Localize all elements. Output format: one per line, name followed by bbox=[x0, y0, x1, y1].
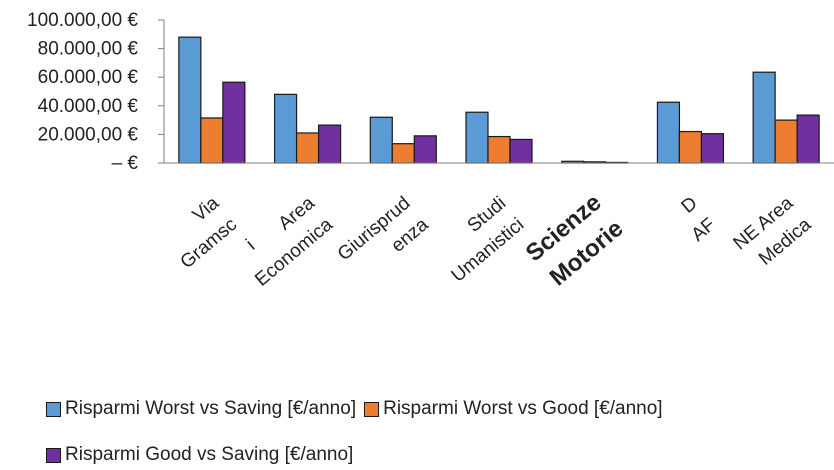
bar bbox=[273, 93, 298, 164]
x-tick-label: ScienzeMotorie bbox=[521, 189, 629, 293]
y-tick-label: – € bbox=[112, 153, 139, 174]
legend-swatch bbox=[46, 447, 61, 463]
bar bbox=[369, 116, 393, 164]
bar bbox=[178, 36, 202, 164]
bar bbox=[295, 132, 320, 164]
bar bbox=[317, 124, 342, 164]
legend-item-good-vs-saving: Risparmi Good vs Saving [€/anno] bbox=[46, 444, 353, 466]
bar bbox=[774, 119, 798, 164]
bar bbox=[487, 135, 511, 164]
x-tick-label: DAF bbox=[670, 193, 720, 246]
x-tick-label: ViaGramsci bbox=[159, 192, 260, 294]
bars bbox=[178, 36, 820, 164]
bar bbox=[391, 143, 415, 164]
bar bbox=[413, 135, 437, 164]
legend-item-worst-vs-saving: Risparmi Worst vs Saving [€/anno] bbox=[46, 398, 356, 420]
y-tick-label: 40.000,00 € bbox=[38, 96, 139, 117]
legend-swatch bbox=[46, 401, 61, 417]
bar bbox=[222, 81, 246, 164]
bar bbox=[700, 133, 725, 164]
x-tick-label: Giurisprudenza bbox=[334, 192, 433, 286]
bar bbox=[656, 101, 681, 164]
legend-row-1: Risparmi Worst vs Saving [€/anno] Rispar… bbox=[46, 398, 671, 420]
y-tick-label: 20.000,00 € bbox=[38, 124, 139, 145]
legend-swatch bbox=[364, 401, 380, 417]
legend-label: Risparmi Worst vs Good [€/anno] bbox=[383, 398, 663, 419]
bar bbox=[200, 117, 224, 164]
legend-row-2: Risparmi Good vs Saving [€/anno] bbox=[46, 444, 361, 466]
legend-item-worst-vs-good: Risparmi Worst vs Good [€/anno] bbox=[364, 398, 663, 420]
x-tick-label: NE AreaMedica bbox=[730, 192, 816, 275]
x-tick-label: StudiUmanistici bbox=[430, 193, 529, 287]
bar-chart: 100.000,00 € 80.000,00 € 60.000,00 € 40.000… bbox=[27, 10, 834, 294]
bar bbox=[678, 130, 703, 164]
bar bbox=[465, 111, 489, 164]
y-axis: 100.000,00 € 80.000,00 € 60.000,00 € 40.000… bbox=[27, 10, 165, 174]
bar bbox=[752, 71, 776, 164]
y-tick-label: 100.000,00 € bbox=[27, 10, 138, 31]
legend-label: Risparmi Good vs Saving [€/anno] bbox=[65, 444, 354, 465]
y-tick-label: 80.000,00 € bbox=[38, 39, 139, 60]
bar bbox=[509, 138, 533, 164]
y-tick-label: 60.000,00 € bbox=[38, 67, 139, 88]
bar bbox=[796, 114, 820, 164]
legend-label: Risparmi Worst vs Saving [€/anno] bbox=[65, 398, 357, 419]
